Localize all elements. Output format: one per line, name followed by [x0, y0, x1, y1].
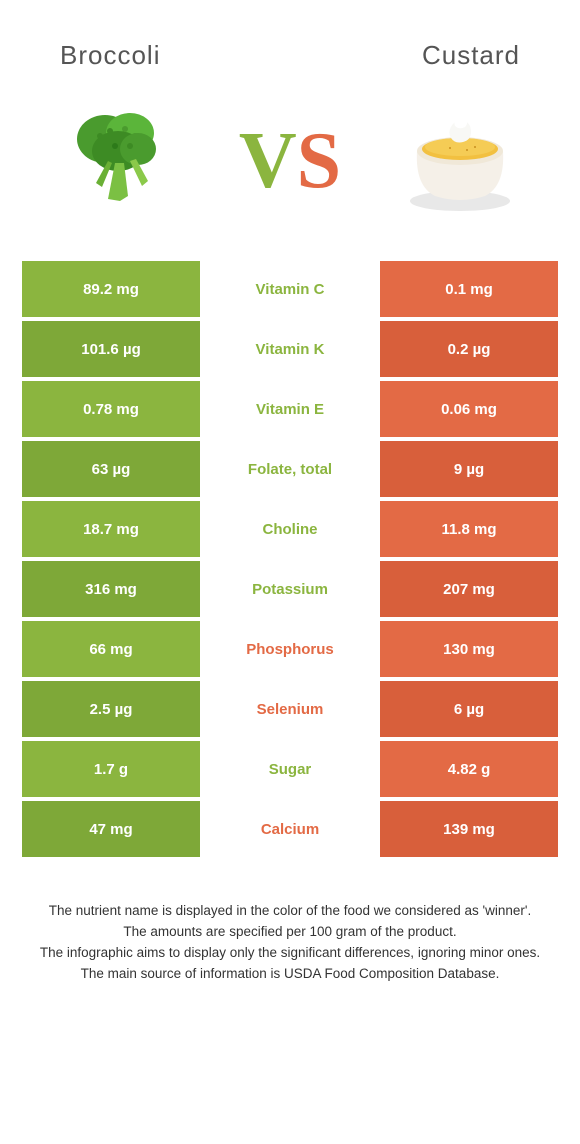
left-value: 89.2 mg: [22, 261, 200, 317]
table-row: 2.5 µgSelenium6 µg: [22, 681, 558, 737]
vs-label: VS: [239, 121, 341, 201]
vs-v: V: [239, 117, 297, 205]
right-food-title: Custard: [422, 40, 520, 71]
left-value: 47 mg: [22, 801, 200, 857]
right-value: 139 mg: [380, 801, 558, 857]
left-value: 2.5 µg: [22, 681, 200, 737]
footer-notes: The nutrient name is displayed in the co…: [0, 861, 580, 985]
left-value: 316 mg: [22, 561, 200, 617]
right-value: 0.2 µg: [380, 321, 558, 377]
nutrient-table: 89.2 mgVitamin C0.1 mg101.6 µgVitamin K0…: [0, 261, 580, 857]
left-value: 18.7 mg: [22, 501, 200, 557]
right-value: 9 µg: [380, 441, 558, 497]
header: Broccoli Custard: [0, 0, 580, 81]
footer-line: The infographic aims to display only the…: [30, 943, 550, 964]
left-value: 101.6 µg: [22, 321, 200, 377]
left-value: 63 µg: [22, 441, 200, 497]
nutrient-name: Choline: [200, 501, 380, 557]
right-value: 4.82 g: [380, 741, 558, 797]
table-row: 316 mgPotassium207 mg: [22, 561, 558, 617]
nutrient-name: Vitamin C: [200, 261, 380, 317]
footer-line: The main source of information is USDA F…: [30, 964, 550, 985]
left-value: 0.78 mg: [22, 381, 200, 437]
nutrient-name: Vitamin E: [200, 381, 380, 437]
custard-icon: [390, 91, 530, 231]
table-row: 0.78 mgVitamin E0.06 mg: [22, 381, 558, 437]
vs-row: VS: [0, 81, 580, 261]
vs-s: S: [297, 117, 342, 205]
right-value: 130 mg: [380, 621, 558, 677]
right-value: 6 µg: [380, 681, 558, 737]
footer-line: The nutrient name is displayed in the co…: [30, 901, 550, 922]
left-value: 66 mg: [22, 621, 200, 677]
nutrient-name: Vitamin K: [200, 321, 380, 377]
broccoli-icon: [50, 91, 190, 231]
nutrient-name: Potassium: [200, 561, 380, 617]
footer-line: The amounts are specified per 100 gram o…: [30, 922, 550, 943]
nutrient-name: Calcium: [200, 801, 380, 857]
table-row: 1.7 gSugar4.82 g: [22, 741, 558, 797]
nutrient-name: Selenium: [200, 681, 380, 737]
right-value: 11.8 mg: [380, 501, 558, 557]
table-row: 101.6 µgVitamin K0.2 µg: [22, 321, 558, 377]
table-row: 47 mgCalcium139 mg: [22, 801, 558, 857]
right-value: 207 mg: [380, 561, 558, 617]
table-row: 63 µgFolate, total9 µg: [22, 441, 558, 497]
table-row: 89.2 mgVitamin C0.1 mg: [22, 261, 558, 317]
table-row: 66 mgPhosphorus130 mg: [22, 621, 558, 677]
table-row: 18.7 mgCholine11.8 mg: [22, 501, 558, 557]
nutrient-name: Folate, total: [200, 441, 380, 497]
nutrient-name: Sugar: [200, 741, 380, 797]
left-food-title: Broccoli: [60, 40, 160, 71]
right-value: 0.06 mg: [380, 381, 558, 437]
left-value: 1.7 g: [22, 741, 200, 797]
right-value: 0.1 mg: [380, 261, 558, 317]
nutrient-name: Phosphorus: [200, 621, 380, 677]
